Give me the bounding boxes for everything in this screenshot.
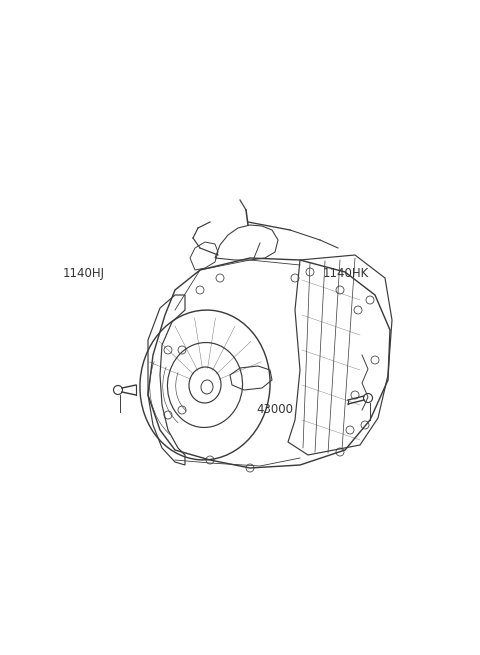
Text: 43000: 43000 [257,403,294,416]
Text: 1140HJ: 1140HJ [63,267,105,280]
Text: 1140HK: 1140HK [323,267,369,280]
